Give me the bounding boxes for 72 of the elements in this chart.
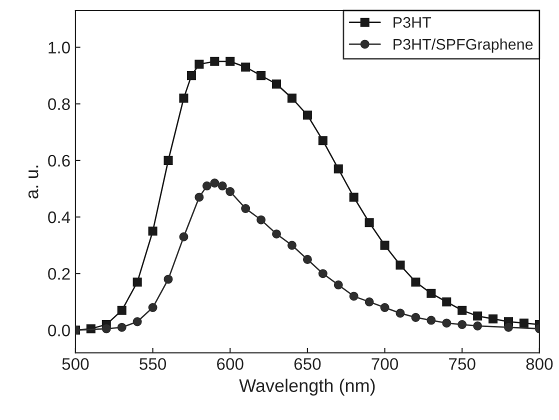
x-tick-label: 550 bbox=[140, 358, 166, 370]
x-axis-title: Wavelength (nm) bbox=[239, 378, 375, 396]
point bbox=[458, 320, 467, 330]
point bbox=[179, 94, 188, 103]
point bbox=[202, 181, 212, 190]
y-tick-label: 1.0 bbox=[48, 42, 70, 54]
point bbox=[364, 218, 374, 228]
point bbox=[473, 312, 482, 321]
x-tick-label: 800 bbox=[526, 358, 553, 370]
point bbox=[132, 317, 142, 326]
point bbox=[194, 60, 204, 69]
point bbox=[396, 260, 405, 270]
point bbox=[442, 318, 452, 328]
point bbox=[334, 280, 343, 290]
point bbox=[117, 306, 126, 315]
point bbox=[411, 312, 420, 322]
point bbox=[302, 110, 312, 120]
point bbox=[164, 274, 173, 284]
point bbox=[210, 178, 220, 188]
point bbox=[148, 303, 158, 312]
point bbox=[380, 303, 390, 312]
legend-label: P3HT/SPFGraphene bbox=[394, 38, 533, 53]
x-tick-label: 500 bbox=[62, 358, 89, 370]
legend-label: P3HT bbox=[394, 17, 432, 28]
point bbox=[318, 269, 328, 278]
point bbox=[132, 278, 142, 287]
x-tick-label: 700 bbox=[372, 358, 398, 370]
y-tick-label: 0.4 bbox=[48, 211, 70, 224]
point bbox=[349, 192, 358, 202]
point bbox=[442, 297, 452, 306]
point bbox=[186, 71, 196, 80]
point bbox=[426, 288, 436, 298]
x-tick-label: 600 bbox=[217, 358, 244, 370]
point bbox=[256, 71, 266, 80]
point bbox=[218, 181, 227, 190]
point bbox=[272, 229, 282, 238]
point bbox=[458, 306, 467, 315]
y-tick-label: 0.2 bbox=[48, 268, 70, 280]
point bbox=[411, 278, 420, 287]
point bbox=[302, 254, 312, 264]
point bbox=[349, 292, 358, 301]
point bbox=[226, 56, 235, 66]
point bbox=[364, 297, 374, 306]
point bbox=[287, 94, 296, 103]
y-axis-title: a. u. bbox=[28, 166, 38, 198]
point bbox=[473, 321, 482, 330]
x-tick-label: 650 bbox=[294, 358, 321, 370]
point bbox=[396, 308, 405, 318]
point bbox=[148, 226, 158, 236]
point bbox=[194, 192, 204, 202]
point bbox=[334, 164, 343, 174]
point bbox=[117, 322, 126, 332]
y-tick-label: 0.0 bbox=[48, 324, 70, 336]
point bbox=[226, 187, 235, 196]
point bbox=[102, 324, 111, 334]
point bbox=[241, 62, 250, 72]
point bbox=[179, 232, 188, 242]
point bbox=[287, 240, 296, 250]
point bbox=[488, 314, 498, 324]
point bbox=[318, 136, 328, 146]
point bbox=[519, 318, 528, 328]
point bbox=[241, 204, 250, 214]
point bbox=[164, 156, 173, 165]
point bbox=[272, 80, 282, 89]
y-tick-label: 0.8 bbox=[48, 98, 70, 110]
point bbox=[426, 316, 436, 325]
point bbox=[210, 56, 220, 66]
x-tick-label: 750 bbox=[449, 358, 476, 370]
point bbox=[380, 240, 390, 250]
point bbox=[256, 215, 266, 224]
point bbox=[504, 322, 514, 332]
y-tick-label: 0.6 bbox=[48, 154, 70, 167]
